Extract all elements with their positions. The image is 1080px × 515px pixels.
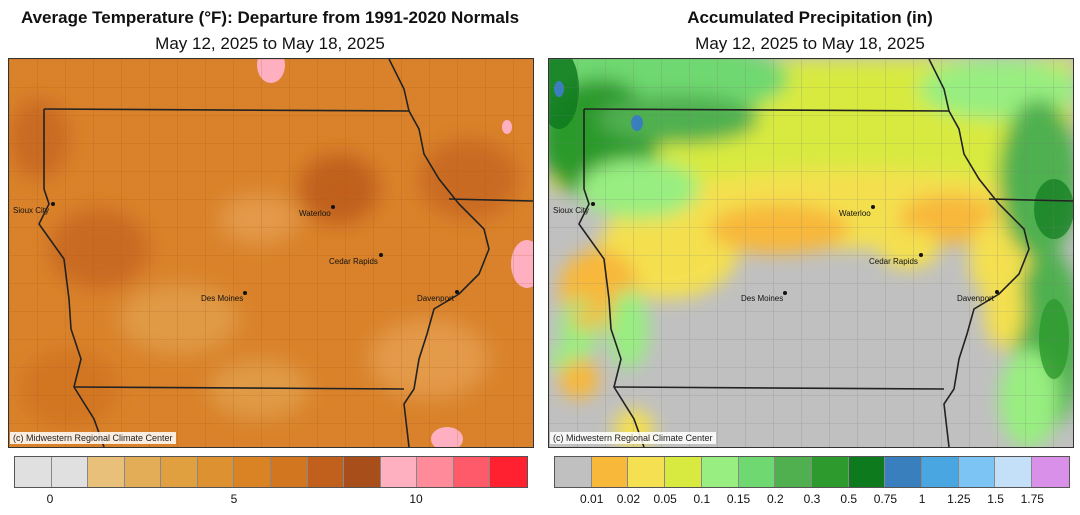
state-borders-precip [578, 59, 1073, 447]
temperature-legend-swatch-8 [307, 457, 345, 487]
precipitation-map: Sioux City Waterloo Cedar Rapids Des Moi… [548, 58, 1074, 448]
temperature-legend-swatch-4 [161, 457, 198, 487]
precipitation-tick-label: 0.2 [766, 492, 784, 506]
precipitation-tick-label: 0.5 [840, 492, 858, 506]
temperature-legend-swatch-6 [234, 457, 271, 487]
precipitation-tick-label: 0.75 [873, 492, 898, 506]
precipitation-legend-swatch-9 [885, 457, 923, 487]
precipitation-tick-label: 0.01 [580, 492, 604, 506]
precipitation-tick-label: 0.15 [726, 492, 751, 506]
city-label-davenport: Davenport [417, 294, 455, 303]
city-markers: Sioux City Waterloo Cedar Rapids Des Moi… [13, 202, 459, 303]
precipitation-legend [554, 456, 1070, 488]
state-borders [38, 59, 533, 447]
precip-city-label-davenport: Davenport [957, 294, 995, 303]
precipitation-legend-swatch-1 [591, 457, 629, 487]
precipitation-legend-swatch-6 [775, 457, 812, 487]
temperature-legend-swatch-1 [51, 457, 89, 487]
precipitation-tick-label: 0.02 [616, 492, 641, 506]
precipitation-map-subtitle: May 12, 2025 to May 18, 2025 [695, 34, 925, 53]
city-label-cedar-rapids: Cedar Rapids [329, 257, 378, 266]
temperature-map: Sioux City Waterloo Cedar Rapids Des Moi… [8, 58, 534, 448]
temperature-tick-5: 5 [230, 492, 238, 506]
city-label-sioux-city: Sioux City [13, 206, 49, 215]
precipitation-legend-swatch-2 [628, 457, 666, 487]
precipitation-legend-swatch-0 [555, 457, 592, 487]
temperature-map-credit: (c) Midwestern Regional Climate Center [10, 432, 176, 444]
precipitation-legend-swatch-13 [1032, 457, 1069, 487]
temperature-legend [14, 456, 528, 488]
temperature-legend-swatch-7 [270, 457, 308, 487]
temperature-legend-swatch-2 [88, 457, 125, 487]
precipitation-tick-label: 0.3 [803, 492, 821, 506]
precipitation-legend-swatch-3 [665, 457, 702, 487]
temperature-legend-swatch-12 [453, 457, 491, 487]
precipitation-legend-swatch-8 [848, 457, 886, 487]
precipitation-tick-label: 1 [918, 492, 926, 506]
temperature-legend-swatch-13 [490, 457, 527, 487]
precipitation-legend-swatch-4 [701, 457, 739, 487]
precipitation-tick-label: 1.5 [987, 492, 1004, 506]
city-label-des-moines: Des Moines [201, 294, 243, 303]
precip-city-label-waterloo: Waterloo [839, 209, 871, 218]
precipitation-map-title: Accumulated Precipitation (in) [687, 8, 933, 27]
temperature-map-subtitle: May 12, 2025 to May 18, 2025 [155, 34, 385, 53]
precipitation-tick-label: 0.05 [653, 492, 677, 506]
precipitation-legend-swatch-7 [811, 457, 849, 487]
precipitation-legend-swatch-12 [995, 457, 1033, 487]
precipitation-tick-label: 1.75 [1020, 492, 1044, 506]
precipitation-legend-swatch-10 [922, 457, 959, 487]
precipitation-legend-swatch-11 [958, 457, 996, 487]
precip-city-label-des-moines: Des Moines [741, 294, 783, 303]
precipitation-legend-swatch-5 [738, 457, 776, 487]
temperature-legend-swatch-9 [344, 457, 381, 487]
precipitation-tick-label: 1.25 [947, 492, 971, 506]
temperature-tick-0: 0 [46, 492, 54, 506]
temperature-legend-swatch-11 [417, 457, 454, 487]
precip-city-label-sioux-city: Sioux City [553, 206, 589, 215]
city-label-waterloo: Waterloo [299, 209, 331, 218]
precipitation-map-credit: (c) Midwestern Regional Climate Center [550, 432, 716, 444]
temperature-legend-swatch-3 [124, 457, 162, 487]
temperature-legend-swatch-0 [15, 457, 52, 487]
city-markers-precip: Sioux City Waterloo Cedar Rapids Des Moi… [553, 202, 999, 303]
temperature-map-title: Average Temperature (°F): Departure from… [20, 8, 520, 27]
precip-city-label-cedar-rapids: Cedar Rapids [869, 257, 918, 266]
temperature-legend-swatch-5 [197, 457, 235, 487]
precipitation-tick-label: 0.1 [693, 492, 711, 506]
temperature-tick-10: 10 [409, 492, 423, 506]
temperature-legend-swatch-10 [380, 457, 418, 487]
